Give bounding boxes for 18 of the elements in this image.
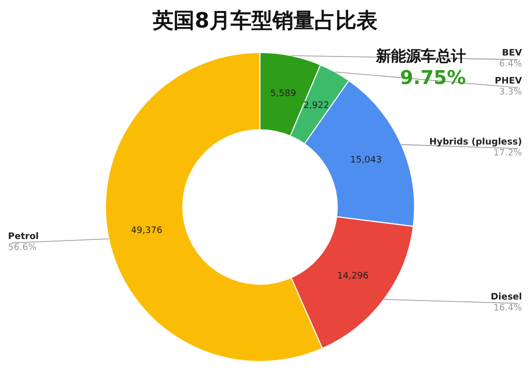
text: 3.3% bbox=[499, 88, 522, 98]
text: 新能源车总计 bbox=[375, 46, 466, 65]
text: 9.75% bbox=[400, 66, 466, 89]
text: 16.4% bbox=[493, 303, 522, 314]
chart-title: 英国8月车型销量占比表 bbox=[152, 8, 378, 32]
data-label: 14,296 bbox=[337, 272, 369, 282]
text: 6.4% bbox=[499, 60, 522, 70]
data-label: 2,922 bbox=[303, 101, 330, 112]
slice-label: Diesel bbox=[490, 292, 522, 302]
slice-label: Hybrids (plugless) bbox=[429, 138, 522, 148]
data-label: 49,376 bbox=[130, 226, 163, 236]
slice-label: BEV bbox=[502, 48, 522, 59]
text: 56.6% bbox=[8, 242, 38, 253]
data-label: 5,589 bbox=[270, 88, 296, 99]
slice-label: PHEV bbox=[494, 76, 522, 87]
data-label: 15,043 bbox=[350, 156, 382, 166]
text: 17.2% bbox=[493, 148, 522, 159]
slice-label: Petrol bbox=[8, 232, 39, 242]
